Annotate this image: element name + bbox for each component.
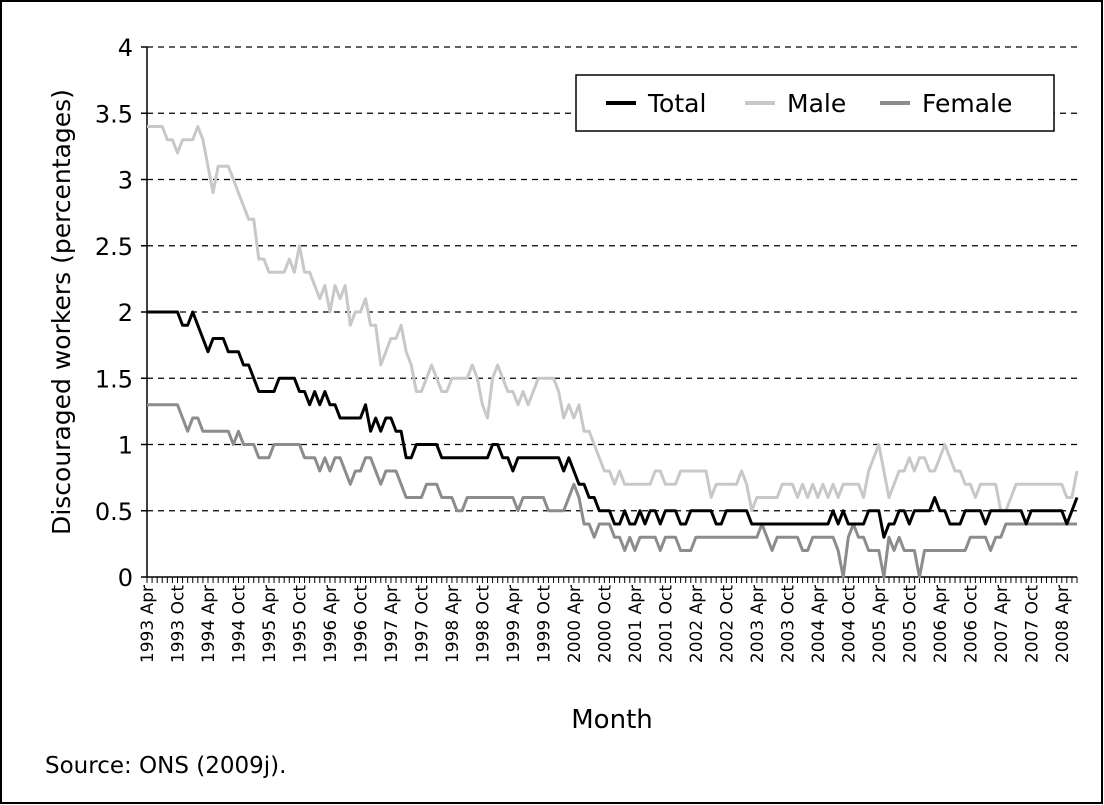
source-note: Source: ONS (2009j). [45, 753, 286, 779]
x-tick-label: 2006 Oct [961, 585, 981, 663]
x-tick-label: 2001 Apr [626, 585, 646, 663]
legend: Total Male Female [575, 74, 1055, 132]
legend-label: Male [787, 89, 846, 118]
x-tick-label: 2003 Oct [778, 585, 798, 663]
x-tick-label: 2006 Apr [931, 585, 951, 663]
legend-label: Total [647, 89, 706, 118]
x-tick-label: 1993 Oct [168, 585, 188, 663]
x-tick-label: 1994 Oct [229, 585, 249, 663]
y-axis-title: Discouraged workers (percentages) [47, 89, 76, 535]
x-tick-label: 2005 Oct [900, 585, 920, 663]
x-tick-label: 1998 Oct [473, 585, 493, 663]
x-tick-label: 2002 Oct [717, 585, 737, 663]
y-tick-label: 1 [118, 432, 133, 460]
x-tick-label: 1996 Apr [321, 585, 341, 663]
legend-box [575, 74, 1055, 132]
y-tick-label: 0.5 [95, 498, 133, 526]
x-tick-label: 1996 Oct [351, 585, 371, 663]
x-tick-label: 1995 Oct [290, 585, 310, 663]
y-tick-label: 3 [118, 167, 133, 195]
y-tick-label: 2 [118, 299, 133, 327]
y-tick-label: 0 [118, 564, 133, 592]
x-axis-title: Month [571, 705, 653, 735]
x-tick-label: 1999 Apr [504, 585, 524, 663]
x-tick-label: 1997 Apr [382, 585, 402, 663]
y-tick-label: 2.5 [95, 233, 133, 261]
x-tick-label: 2008 Apr [1053, 585, 1073, 663]
x-tick-label: 2005 Apr [870, 585, 890, 663]
x-tick-label: 1998 Apr [443, 585, 463, 663]
x-tick-label: 1999 Oct [534, 585, 554, 663]
x-tick-label: 2000 Oct [595, 585, 615, 663]
series-line [147, 403, 1077, 579]
x-tick-label: 2007 Apr [992, 585, 1012, 663]
x-tick-label: 2007 Oct [1022, 585, 1042, 663]
x-tick-label: 2004 Apr [809, 585, 829, 663]
x-tick-label: 2001 Oct [656, 585, 676, 663]
x-tick-label: 1993 Apr [138, 585, 158, 663]
x-tick-label: 1995 Apr [260, 585, 280, 663]
x-tick-label: 2000 Apr [565, 585, 585, 663]
y-tick-label: 4 [118, 34, 133, 62]
y-tick-label: 1.5 [95, 365, 133, 393]
x-tick-label: 1994 Apr [199, 585, 219, 663]
x-tick-label: 1997 Oct [412, 585, 432, 663]
x-tick-label: 2002 Apr [687, 585, 707, 663]
series-line [147, 125, 1079, 513]
x-tick-label: 2004 Oct [839, 585, 859, 663]
series-line [147, 310, 1079, 539]
x-tick-label: 2003 Apr [748, 585, 768, 663]
legend-label: Female [922, 89, 1012, 118]
y-tick-label: 3.5 [95, 100, 133, 128]
